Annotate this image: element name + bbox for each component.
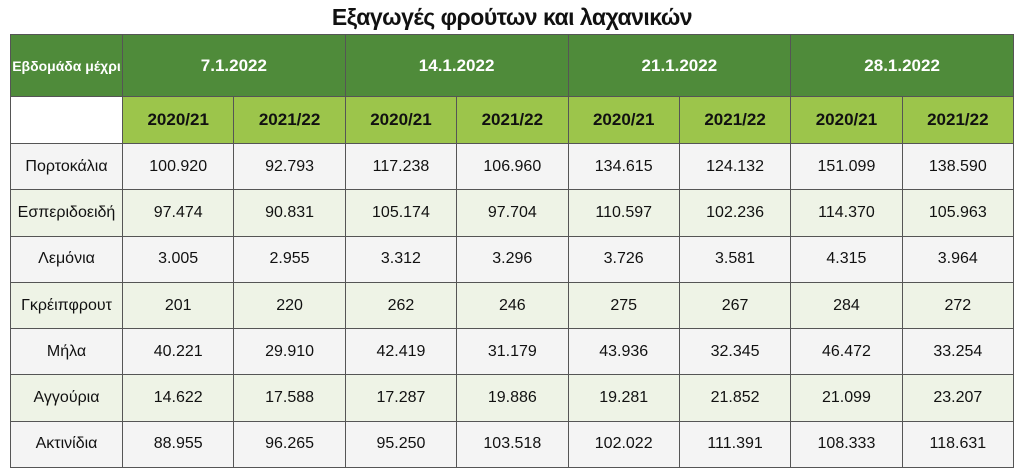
value-cell: 110.597 [567,189,680,237]
value-cell: 4.315 [790,235,903,283]
value-cell: 88.955 [121,420,235,469]
value-cell: 102.236 [678,189,792,237]
value-cell: 40.221 [121,328,235,376]
value-cell: 42.419 [344,328,458,376]
season-header: 2020/21 [790,96,903,144]
value-cell: 33.254 [901,328,1015,376]
value-cell: 201 [121,281,235,330]
value-cell: 220 [233,281,346,330]
value-cell: 267 [678,281,792,330]
value-cell: 14.622 [121,374,235,422]
value-cell: 92.793 [233,142,346,191]
value-cell: 31.179 [456,328,569,376]
row-label: Λεμόνια [10,235,123,283]
value-cell: 108.333 [790,420,903,469]
row-label: Αγγούρια [10,374,123,422]
value-cell: 105.174 [344,189,458,237]
season-row: 2020/21 2021/22 2020/21 2021/22 2020/21 2021/… [10,96,1015,144]
blank-cell [10,96,123,144]
value-cell: 262 [344,281,458,330]
value-cell: 111.391 [678,420,792,469]
value-cell: 97.474 [121,189,235,237]
data-row: Ακτινίδια 88.955 96.265 95.250 103.518 102.02… [10,420,1015,469]
data-row: Εσπεριδοειδή 97.474 90.831 105.174 97.704 110… [10,189,1015,237]
value-cell: 103.518 [456,420,569,469]
season-header: 2020/21 [344,96,458,144]
season-header: 2020/21 [121,96,235,144]
value-cell: 134.615 [567,142,680,191]
date-header: 21.1.2022 [567,34,792,97]
data-row: Πορτοκάλια 100.920 92.793 117.238 106.960 134… [10,142,1015,191]
header-row: Εβδομάδα μέχρι 7.1.2022 14.1.2022 21.1.202… [10,34,1014,97]
value-cell: 114.370 [790,189,903,237]
row-label: Γκρέιπφρουτ [10,281,123,330]
date-header: 7.1.2022 [122,34,346,97]
value-cell: 102.022 [567,420,680,469]
season-header: 2021/22 [456,96,569,144]
data-row: Γκρέιπφρουτ 201 220 262 246 275 267 284 272 [10,281,1015,330]
value-cell: 17.588 [233,374,346,422]
value-cell: 21.099 [790,374,903,422]
row-label: Ακτινίδια [10,420,123,469]
value-cell: 3.726 [567,235,680,283]
title: Εξαγωγές φρούτων και λαχανικών [331,4,693,30]
date-header: 28.1.2022 [790,34,1014,97]
value-cell: 105.963 [901,189,1015,237]
value-cell: 29.910 [233,328,346,376]
value-cell: 3.005 [121,235,235,283]
value-cell: 3.581 [678,235,792,283]
value-cell: 284 [790,281,903,330]
value-cell: 272 [901,281,1015,330]
value-cell: 43.936 [567,328,680,376]
value-cell: 32.345 [678,328,792,376]
season-header: 2021/22 [901,96,1015,144]
value-cell: 23.207 [901,374,1015,422]
row-label: Πορτοκάλια [10,142,123,191]
row-label: Εσπεριδοειδή [10,189,123,237]
value-cell: 106.960 [456,142,569,191]
data-row: Λεμόνια 3.005 2.955 3.312 3.296 3.726 3.581 4.3… [10,235,1015,283]
table-body: Πορτοκάλια 100.920 92.793 117.238 106.960 134… [10,142,1015,469]
exports-table: Εβδομάδα μέχρι 7.1.2022 14.1.2022 21.1.202… [10,34,1015,469]
date-header: 14.1.2022 [344,34,569,97]
value-cell: 90.831 [233,189,346,237]
data-row: Αγγούρια 14.622 17.588 17.287 19.886 19.281 21… [10,374,1015,422]
value-cell: 3.296 [456,235,569,283]
value-cell: 118.631 [901,420,1015,469]
value-cell: 19.886 [456,374,569,422]
row-label: Μήλα [10,328,123,376]
value-cell: 95.250 [344,420,458,469]
value-cell: 97.704 [456,189,569,237]
value-cell: 124.132 [678,142,792,191]
value-cell: 138.590 [901,142,1015,191]
value-cell: 17.287 [344,374,458,422]
value-cell: 19.281 [567,374,680,422]
value-cell: 21.852 [678,374,792,422]
value-cell: 46.472 [790,328,903,376]
season-header: 2021/22 [678,96,792,144]
value-cell: 151.099 [790,142,903,191]
value-cell: 117.238 [344,142,458,191]
data-row: Μήλα 40.221 29.910 42.419 31.179 43.936 32.345… [10,328,1015,376]
value-cell: 3.964 [901,235,1015,283]
corner-label: Εβδομάδα μέχρι [10,34,123,97]
season-header: 2021/22 [233,96,346,144]
value-cell: 100.920 [121,142,235,191]
season-header: 2020/21 [567,96,680,144]
value-cell: 275 [567,281,680,330]
value-cell: 3.312 [344,235,458,283]
value-cell: 96.265 [233,420,346,469]
value-cell: 2.955 [233,235,346,283]
value-cell: 246 [456,281,569,330]
